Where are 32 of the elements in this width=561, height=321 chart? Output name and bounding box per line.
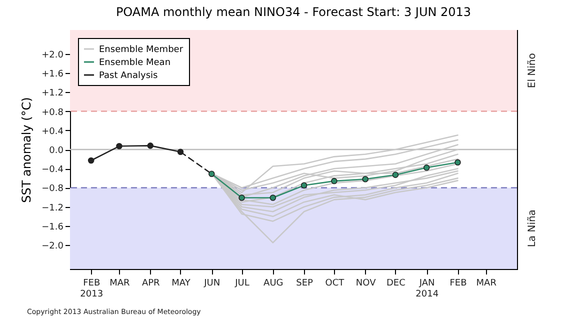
x-tick-label: APR xyxy=(142,278,160,288)
x-tick-label: SEP xyxy=(296,278,314,288)
x-tick-label: JUN xyxy=(203,278,220,288)
y-axis-title: SST anomaly (°C) xyxy=(20,97,34,203)
y-tick-label: −1.6 xyxy=(42,222,64,232)
x-tick-label: JAN 2014 xyxy=(416,278,439,300)
x-tick-label: MAY xyxy=(172,278,191,288)
x-tick-label: AUG xyxy=(264,278,284,288)
y-tick-label: 0.0 xyxy=(49,146,64,156)
y-tick-label: −0.8 xyxy=(42,184,64,194)
band-label: La Niña xyxy=(527,210,538,248)
x-tick-label: FEB 2013 xyxy=(80,278,104,300)
chart-title: POAMA monthly mean NINO34 - Forecast Start: 3 JUN 2013 xyxy=(116,5,472,19)
legend-label: Past Analysis xyxy=(99,71,158,81)
y-tick-label: +0.8 xyxy=(42,108,64,118)
y-tick-label: −1.2 xyxy=(42,203,64,214)
x-tick-label: FEB xyxy=(450,278,467,288)
x-tick-label: MAR xyxy=(110,278,130,288)
y-tick-label: −2.0 xyxy=(42,242,64,252)
y-tick-label: −0.4 xyxy=(42,165,64,176)
y-tick-label: +0.4 xyxy=(42,126,64,137)
y-tick-label: +1.6 xyxy=(42,70,64,80)
legend-label: Ensemble Member xyxy=(99,45,184,55)
x-tick-label: JUL xyxy=(234,278,250,288)
y-tick-label: +2.0 xyxy=(42,50,64,60)
x-tick-label: NOV xyxy=(356,278,377,288)
y-tick-label: +1.2 xyxy=(42,88,64,99)
x-tick-label: OCT xyxy=(325,278,345,288)
x-tick-label: MAR xyxy=(476,278,496,288)
band-label: El Niño xyxy=(527,53,538,88)
x-tick-label: DEC xyxy=(386,278,406,288)
legend-label: Ensemble Mean xyxy=(99,58,171,68)
